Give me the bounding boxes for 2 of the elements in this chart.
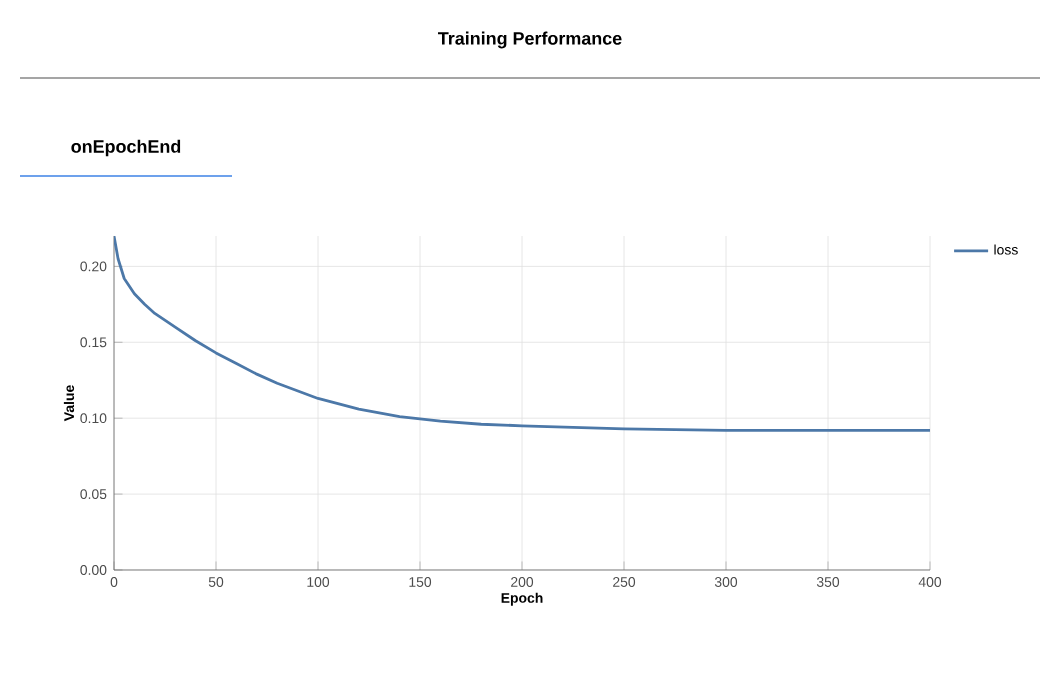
chart-subtitle: onEpochEnd — [71, 139, 181, 157]
chart-title: Training Performance — [438, 31, 622, 49]
